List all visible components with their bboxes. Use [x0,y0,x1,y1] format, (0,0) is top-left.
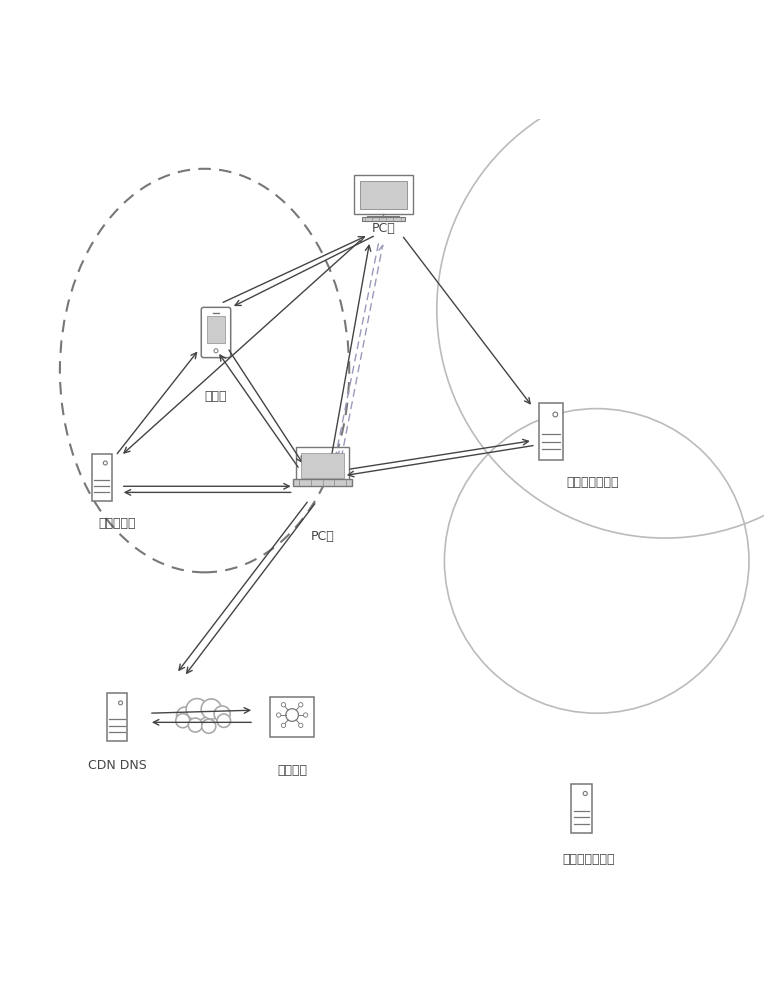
FancyBboxPatch shape [301,453,344,478]
Circle shape [189,718,202,732]
Circle shape [553,412,558,417]
Circle shape [214,706,230,722]
Circle shape [201,699,222,719]
FancyBboxPatch shape [571,784,592,833]
Circle shape [176,714,189,728]
FancyBboxPatch shape [293,479,352,486]
Text: 移动端: 移动端 [205,390,227,403]
Circle shape [286,709,298,721]
Circle shape [298,703,303,707]
Circle shape [583,791,588,796]
FancyBboxPatch shape [177,713,234,730]
Circle shape [176,707,194,724]
Circle shape [119,701,123,705]
Circle shape [202,719,216,733]
Text: 信令服务器: 信令服务器 [98,517,136,530]
FancyBboxPatch shape [201,307,231,358]
Circle shape [214,349,218,353]
FancyBboxPatch shape [354,175,413,214]
Text: PC端: PC端 [372,222,395,235]
Circle shape [298,723,303,728]
FancyBboxPatch shape [296,447,349,482]
Circle shape [304,713,308,717]
Circle shape [104,461,107,465]
FancyBboxPatch shape [206,316,225,343]
FancyBboxPatch shape [107,693,127,741]
FancyBboxPatch shape [362,217,405,221]
Text: CDN DNS: CDN DNS [87,759,146,772]
Text: 边缘缓存服务器: 边缘缓存服务器 [563,853,615,866]
FancyBboxPatch shape [360,181,407,209]
Text: 边缘缓存服务器: 边缘缓存服务器 [566,476,619,489]
Circle shape [281,723,285,728]
FancyBboxPatch shape [270,697,314,737]
Circle shape [276,713,281,717]
Text: 负载均衡: 负载均衡 [277,764,307,777]
Circle shape [281,703,285,707]
FancyBboxPatch shape [92,454,112,501]
Circle shape [217,714,231,727]
FancyBboxPatch shape [539,403,563,460]
Circle shape [186,699,208,720]
Text: PC端: PC端 [311,530,334,543]
